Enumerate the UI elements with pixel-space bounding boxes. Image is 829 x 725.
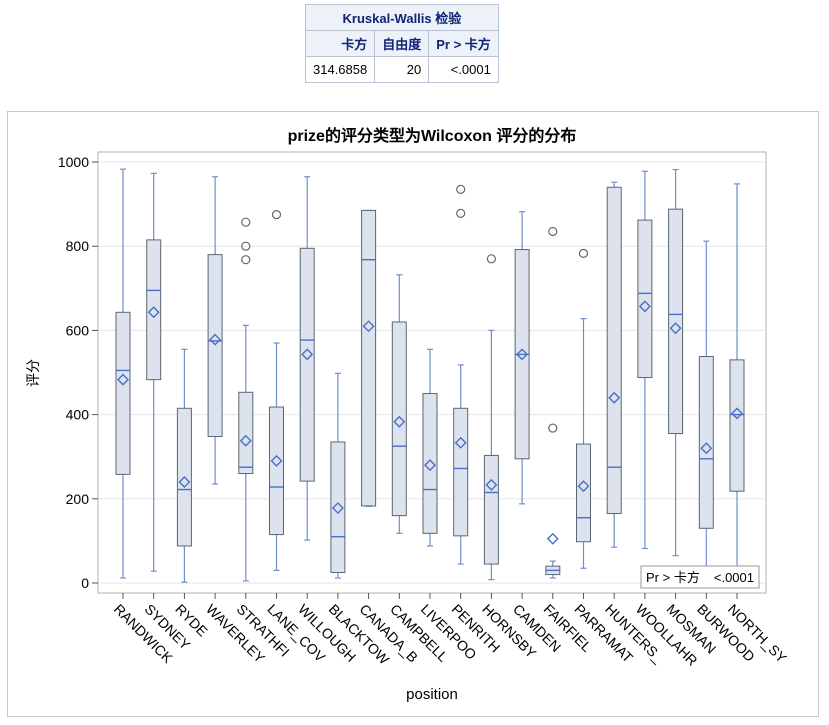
box-group [330, 372, 346, 579]
mean-marker [209, 333, 222, 346]
mean-marker [239, 434, 252, 447]
outlier-point [271, 210, 282, 220]
box-group [176, 348, 192, 583]
box-iqr [606, 186, 622, 515]
y-axis-label: 评分 [25, 359, 41, 387]
y-tick-label: 400 [66, 407, 90, 423]
mean-marker [669, 322, 682, 335]
box-iqr [422, 393, 438, 534]
outlier-point [456, 208, 466, 218]
outlier-point [486, 254, 496, 264]
mean-marker [546, 532, 559, 545]
box-group [422, 348, 438, 547]
value-df: 20 [374, 56, 430, 83]
mean-marker [301, 348, 314, 361]
outlier-point [241, 241, 251, 251]
y-tick-label: 1000 [58, 154, 89, 170]
y-tick-label: 200 [66, 491, 90, 507]
box-iqr [637, 219, 653, 379]
box-group [698, 240, 714, 571]
box-group [483, 254, 499, 581]
mean-marker [731, 407, 743, 420]
mean-marker [178, 475, 191, 488]
mean-marker [362, 320, 375, 333]
box-group [453, 184, 469, 565]
box-iqr [299, 247, 315, 482]
outlier-point [241, 217, 251, 227]
mean-marker [516, 348, 529, 361]
table-title: Kruskal-Wallis 检验 [305, 4, 499, 31]
mean-marker [117, 373, 129, 386]
outlier-point [241, 255, 251, 265]
box-iqr [391, 321, 407, 517]
mean-marker [577, 480, 590, 493]
chart-title: prize的评分类型为Wilcoxon 评分的分布 [288, 126, 577, 145]
inset-label: Pr > 卡方 [646, 570, 700, 585]
x-axis-label: position [406, 686, 458, 703]
box-group [115, 168, 131, 579]
box-iqr [453, 407, 469, 537]
box-group [207, 176, 223, 485]
box-group [238, 217, 254, 582]
inset-box [640, 565, 760, 589]
box-iqr [361, 209, 377, 507]
mean-marker [147, 306, 160, 319]
header-p-value: Pr > 卡方 [428, 30, 499, 57]
plot-frame [7, 111, 819, 717]
plot-area [97, 151, 767, 594]
p-value-inset: Pr > 卡方 <.0001 [640, 565, 760, 589]
box-iqr [668, 208, 684, 435]
boxes [115, 168, 745, 583]
outlier-point [548, 423, 558, 433]
box-iqr [483, 454, 499, 565]
y-tick-label: 600 [66, 322, 90, 338]
box-iqr [115, 311, 131, 475]
mean-marker [638, 300, 651, 313]
box-group [606, 181, 622, 548]
inset-value: <.0001 [714, 570, 754, 585]
box-iqr [729, 359, 745, 492]
box-iqr [146, 239, 162, 381]
box-group [269, 210, 284, 571]
box-group [146, 172, 162, 572]
header-chi-square: 卡方 [304, 30, 376, 57]
kruskal-wallis-table: Kruskal-Wallis 检验 卡方 自由度 Pr > 卡方 314.685… [304, 4, 499, 83]
y-tick-label: 800 [66, 238, 90, 254]
y-tick-label: 0 [81, 575, 89, 591]
box-group [361, 209, 377, 507]
box-group [514, 211, 530, 505]
value-chi-square: 314.6858 [304, 56, 376, 83]
box-iqr [238, 391, 254, 475]
mean-marker [424, 459, 436, 472]
outlier-point [456, 184, 466, 194]
y-axis: 0 200 400 600 800 1000 [58, 154, 98, 591]
box-group [729, 183, 745, 571]
mean-marker [454, 436, 467, 449]
box-iqr [576, 443, 591, 543]
box-group [299, 176, 315, 541]
box-iqr [330, 441, 346, 573]
box-group [545, 226, 561, 579]
outlier-point [548, 226, 558, 237]
mean-marker [608, 391, 621, 404]
box-group [391, 274, 407, 534]
outlier-point [578, 248, 589, 258]
box-group [576, 248, 591, 569]
box-group [668, 168, 684, 557]
value-p-value: <.0001 [428, 56, 499, 83]
box-group [637, 170, 653, 550]
mean-marker [331, 502, 344, 515]
mean-marker [485, 478, 498, 491]
mean-marker [700, 442, 713, 455]
mean-marker [393, 415, 406, 428]
mean-marker [270, 454, 283, 467]
box-iqr [269, 406, 284, 536]
x-axis: RANDWICKSYDNEYRYDEWAVERLEYSTRATHFILANE_C… [111, 593, 790, 669]
